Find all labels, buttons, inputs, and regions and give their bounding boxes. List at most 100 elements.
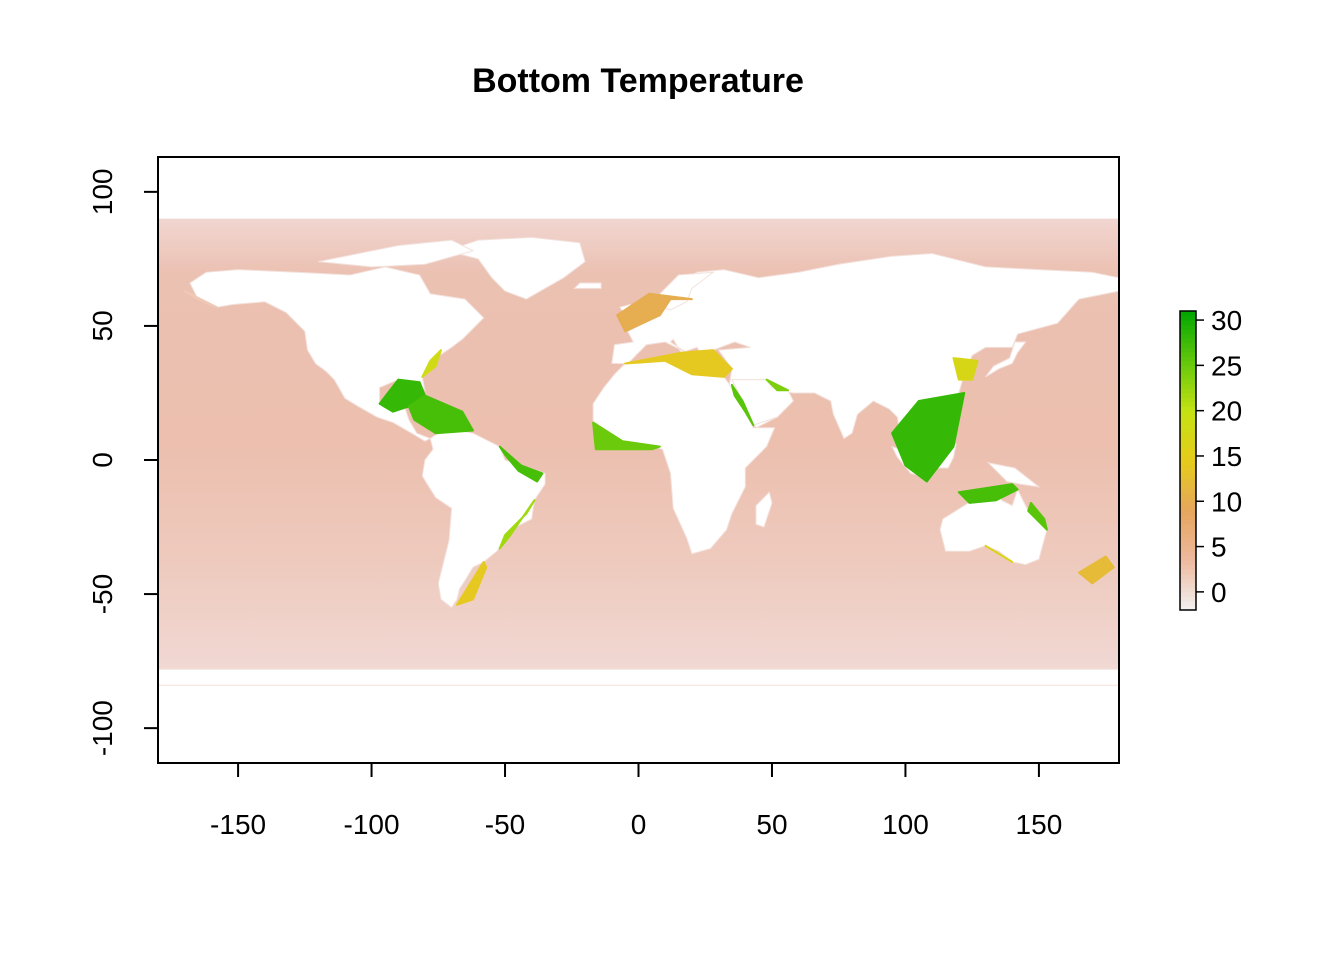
color-legend: 0 5 10 15 20 25 30 — [1179, 305, 1242, 611]
legend-color-step — [1180, 560, 1196, 566]
y-tick-label: -50 — [87, 574, 118, 614]
legend-color-step — [1180, 542, 1196, 548]
land-masks — [158, 236, 1119, 686]
legend-color-step — [1180, 478, 1196, 484]
y-axis: -100 -50 0 50 100 — [87, 168, 159, 756]
legend-color-step — [1180, 315, 1196, 321]
legend-color-step — [1180, 496, 1196, 502]
legend-color-step — [1180, 474, 1196, 480]
legend-color-step — [1180, 587, 1196, 593]
legend-tick-label: 20 — [1211, 396, 1242, 427]
legend-color-step — [1180, 451, 1196, 457]
legend-color-step — [1180, 596, 1196, 602]
shelf-zone — [183, 290, 218, 309]
landmass — [318, 239, 475, 268]
legend-color-step — [1180, 523, 1196, 530]
shelf-zone — [957, 483, 1019, 504]
x-tick-label: 100 — [882, 809, 929, 840]
shelf-zone — [421, 349, 442, 378]
shelf-zone — [730, 383, 755, 427]
legend-color-step — [1180, 388, 1196, 394]
legend-color-step — [1180, 591, 1196, 598]
y-tick-label: 50 — [87, 310, 118, 341]
x-tick-label: 50 — [756, 809, 787, 840]
y-tick-label: 100 — [87, 168, 118, 215]
shelf-zone — [616, 292, 693, 333]
shelf-zone — [765, 378, 789, 392]
legend-tick-label: 10 — [1211, 486, 1242, 517]
legend-tick-label: 25 — [1211, 350, 1242, 381]
legend-color-step — [1180, 487, 1196, 493]
legend-color-step — [1180, 351, 1196, 357]
legend-color-step — [1180, 392, 1196, 398]
legend-color-step — [1180, 442, 1196, 448]
y-tick-label: -100 — [87, 700, 118, 756]
x-tick-label: -100 — [344, 809, 400, 840]
shelf-zone — [592, 421, 661, 451]
legend-color-step — [1180, 433, 1196, 439]
legend-color-step — [1180, 532, 1196, 539]
legend-color-step — [1180, 569, 1196, 575]
legend-color-step — [1180, 374, 1196, 380]
legend-tick-label: 5 — [1211, 532, 1227, 563]
legend-color-step — [1180, 424, 1196, 430]
legend-tick-label: 15 — [1211, 441, 1242, 472]
legend-color-step — [1180, 369, 1196, 376]
legend-color-step — [1180, 406, 1196, 412]
legend-color-step — [1180, 428, 1196, 434]
legend-color-step — [1180, 342, 1196, 348]
shelf-zone — [952, 357, 979, 381]
legend-color-step — [1180, 519, 1196, 525]
x-tick-label: -50 — [485, 809, 525, 840]
legend-color-step — [1180, 460, 1196, 466]
legend-color-step — [1180, 600, 1196, 607]
legend-color-step — [1180, 469, 1196, 475]
legend-color-step — [1180, 333, 1196, 339]
legend-color-step — [1180, 383, 1196, 389]
legend-color-step — [1180, 410, 1196, 416]
legend-color-step — [1180, 514, 1196, 520]
legend-tick-label: 0 — [1211, 577, 1227, 608]
legend-color-step — [1180, 546, 1196, 552]
legend-color-step — [1180, 528, 1196, 534]
landmass — [573, 282, 602, 289]
legend-color-step — [1180, 582, 1196, 588]
legend-color-step — [1180, 483, 1196, 489]
legend-color-step — [1180, 397, 1196, 403]
shelf-zone — [984, 544, 1014, 563]
legend-color-step — [1180, 360, 1196, 366]
shelf-zone — [891, 392, 966, 483]
legend-color-step — [1180, 492, 1196, 498]
legend-color-step — [1180, 365, 1196, 371]
shelf-zone — [624, 349, 733, 378]
legend-color-step — [1180, 324, 1196, 330]
legend-color-step — [1180, 415, 1196, 421]
y-tick-label: 0 — [87, 452, 118, 468]
shelf-zone — [456, 560, 488, 606]
landmass — [158, 668, 1119, 686]
x-axis: -150 -100 -50 0 50 100 150 — [210, 762, 1062, 840]
legend-color-step — [1180, 573, 1196, 579]
legend-color-step — [1180, 455, 1196, 462]
legend-color-step — [1180, 437, 1196, 443]
legend-color-step — [1180, 564, 1196, 570]
legend-color-step — [1180, 510, 1196, 516]
legend-color-step — [1180, 551, 1196, 557]
shelf-temperature-zones — [183, 290, 1115, 606]
landmass — [444, 236, 586, 300]
landmass — [985, 341, 1027, 378]
x-tick-label: -150 — [210, 809, 266, 840]
legend-color-step — [1180, 329, 1196, 335]
legend-color-step — [1180, 320, 1196, 326]
shelf-zone — [1027, 501, 1048, 531]
legend-color-step — [1180, 419, 1196, 425]
legend-color-step — [1180, 356, 1196, 362]
shelf-zone — [498, 499, 536, 550]
shelf-zone — [407, 394, 474, 435]
legend-color-step — [1180, 338, 1196, 344]
shelf-zone — [498, 445, 544, 483]
landmass — [986, 461, 1041, 488]
legend-color-step — [1180, 378, 1196, 385]
legend-color-step — [1180, 501, 1196, 507]
